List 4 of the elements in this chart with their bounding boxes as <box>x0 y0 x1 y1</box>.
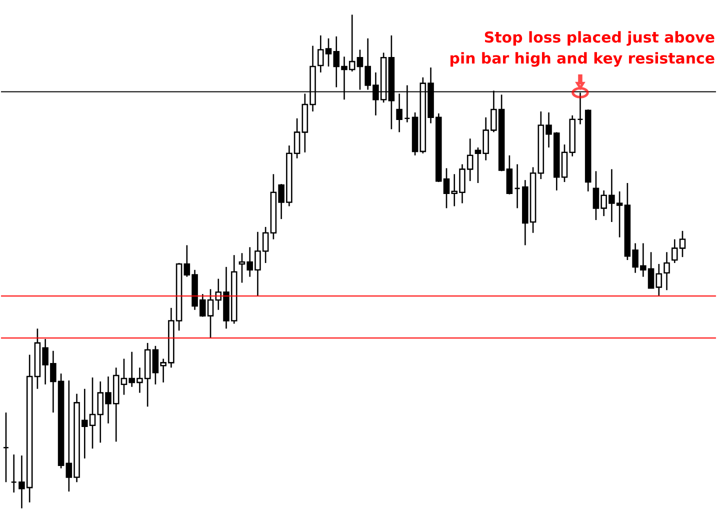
annotation: Stop loss placed just above pin bar high and key resistance <box>449 28 716 68</box>
candlestick <box>2 412 10 483</box>
candlestick <box>10 454 17 494</box>
candlestick <box>514 164 520 209</box>
